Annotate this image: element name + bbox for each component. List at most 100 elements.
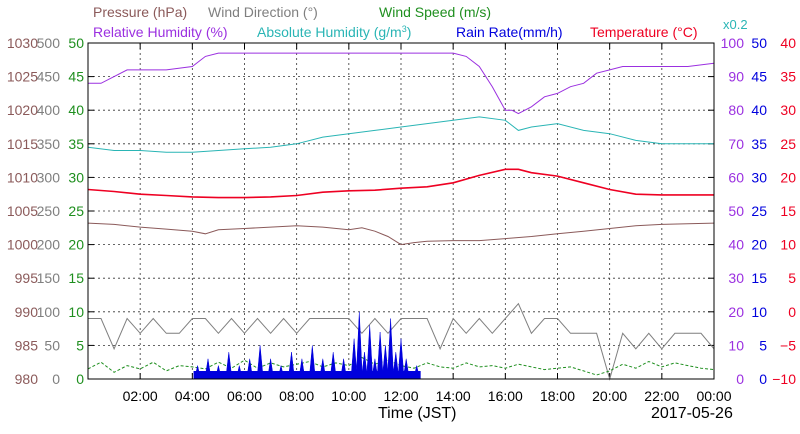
y-tick-label-wind-speed: 45 [68, 69, 84, 85]
y-tick-label-wind-direction: 100 [37, 304, 61, 320]
x-tick-label: 22:00 [644, 388, 679, 404]
y-tick-label-temperature: 30 [780, 102, 796, 118]
x-tick-label: 00:00 [696, 388, 731, 404]
x-axis: 02:00 04:00 06:00 08:00 10:00 12:00 14:00 16:00… [123, 388, 732, 404]
y-tick-label-wind-direction: 150 [37, 270, 61, 286]
y-tick-label-wind-speed: 5 [76, 337, 84, 353]
y-tick-label-relative-humidity: 70 [728, 136, 744, 152]
y-tick-label-rain-rate: 25 [751, 203, 767, 219]
x-tick-label: 16:00 [488, 388, 523, 404]
y-tick-label-temperature: 5 [788, 270, 796, 286]
y-tick-label-relative-humidity: 50 [728, 203, 744, 219]
y-tick-label-wind-speed: 25 [68, 203, 84, 219]
y-tick-label-pressure: 1000 [7, 237, 38, 253]
y-tick-label-pressure: 1005 [7, 203, 38, 219]
legend-pressure: Pressure (hPa) [93, 4, 187, 20]
y-tick-label-relative-humidity: 80 [728, 102, 744, 118]
y-tick-label-temperature: 15 [780, 203, 796, 219]
y-tick-label-pressure: 1030 [7, 35, 38, 51]
y-tick-label-rain-rate: 35 [751, 136, 767, 152]
series-rain-rate-mm-h-base [193, 371, 421, 379]
legend-relative-humidity: Relative Humidity (%) [93, 24, 228, 40]
y-tick-label-temperature: 35 [780, 69, 796, 85]
right-axes: 0102030405060708090100051015202530354045… [721, 35, 797, 387]
legend-wind-speed: Wind Speed (m/s) [379, 4, 491, 20]
y-tick-label-wind-direction: 350 [37, 136, 61, 152]
y-tick-label-pressure: 1020 [7, 102, 38, 118]
x-tick-label: 04:00 [175, 388, 210, 404]
series-relative-humidity [88, 52, 715, 115]
y-tick-label-wind-speed: 0 [76, 371, 84, 387]
plot-frame [87, 42, 715, 380]
y-tick-label-wind-speed: 30 [68, 169, 84, 185]
y-tick-label-rain-rate: 20 [751, 237, 767, 253]
y-tick-label-pressure: 1010 [7, 169, 38, 185]
scale-note: x0.2 [723, 17, 748, 32]
y-tick-label-rain-rate: 45 [751, 69, 767, 85]
legend-absolute-humidity: Absolute Humidity (g/m3) [257, 24, 411, 40]
y-tick-label-temperature: −5 [780, 337, 796, 353]
y-tick-label-relative-humidity: 10 [728, 337, 744, 353]
x-tick-label: 12:00 [383, 388, 418, 404]
series-layer [87, 52, 715, 381]
y-tick-label-temperature: 20 [780, 169, 796, 185]
grid [88, 43, 714, 379]
y-tick-label-wind-speed: 35 [68, 136, 84, 152]
y-tick-label-rain-rate: 50 [751, 35, 767, 51]
left-axes: 9809859909951000100510101015102010251030… [7, 35, 84, 387]
legend-rain-rate: Rain Rate(mm/h) [456, 24, 563, 40]
y-tick-label-wind-direction: 400 [37, 102, 61, 118]
x-tick-label: 02:00 [123, 388, 158, 404]
y-tick-label-wind-direction: 250 [37, 203, 61, 219]
y-tick-label-temperature: 0 [788, 304, 796, 320]
y-tick-label-pressure: 1025 [7, 69, 38, 85]
legend-absolute-humidity-suffix: ) [407, 24, 412, 40]
series-temperature-c [87, 168, 714, 199]
x-axis-label: Time (JST) [378, 405, 457, 422]
y-tick-label-wind-direction: 450 [37, 69, 61, 85]
y-tick-label-wind-speed: 10 [68, 304, 84, 320]
y-tick-label-relative-humidity: 100 [721, 35, 745, 51]
y-tick-label-wind-direction: 500 [37, 35, 61, 51]
y-tick-label-rain-rate: 0 [759, 371, 767, 387]
y-tick-label-wind-speed: 20 [68, 237, 84, 253]
date-label: 2017-05-26 [651, 405, 733, 422]
y-tick-label-relative-humidity: 90 [728, 69, 744, 85]
y-tick-label-relative-humidity: 40 [728, 237, 744, 253]
y-tick-label-temperature: 40 [780, 35, 796, 51]
legend-absolute-humidity-sup: 3 [402, 24, 407, 34]
y-tick-label-relative-humidity: 60 [728, 169, 744, 185]
y-tick-label-pressure: 990 [15, 304, 39, 320]
x-tick-label: 06:00 [227, 388, 262, 404]
x-tick-label: 14:00 [436, 388, 471, 404]
legend-temperature: Temperature (°C) [590, 24, 698, 40]
y-tick-label-rain-rate: 15 [751, 270, 767, 286]
legend-wind-direction: Wind Direction (°) [208, 4, 318, 20]
y-tick-label-wind-speed: 40 [68, 102, 84, 118]
y-tick-label-relative-humidity: 20 [728, 304, 744, 320]
x-tick-label: 18:00 [540, 388, 575, 404]
y-tick-label-wind-direction: 50 [44, 337, 60, 353]
x-tick-label: 08:00 [279, 388, 314, 404]
y-tick-label-pressure: 985 [15, 337, 39, 353]
y-tick-label-wind-speed: 50 [68, 35, 84, 51]
y-tick-label-pressure: 1015 [7, 136, 38, 152]
x-tick-label: 10:00 [331, 388, 366, 404]
y-tick-label-wind-direction: 0 [52, 371, 60, 387]
y-tick-label-temperature: 25 [780, 136, 796, 152]
y-tick-label-wind-speed: 15 [68, 270, 84, 286]
y-tick-label-pressure: 980 [15, 371, 39, 387]
series-pressure-hpa [87, 222, 715, 246]
y-tick-label-rain-rate: 30 [751, 169, 767, 185]
y-tick-label-rain-rate: 5 [759, 337, 767, 353]
series-absolute-humidity-g-m [87, 116, 714, 153]
y-tick-label-wind-direction: 300 [37, 169, 61, 185]
y-tick-label-temperature: −10 [772, 371, 796, 387]
y-tick-label-pressure: 995 [15, 270, 39, 286]
y-tick-label-relative-humidity: 30 [728, 270, 744, 286]
y-tick-label-rain-rate: 40 [751, 102, 767, 118]
y-tick-label-wind-direction: 200 [37, 237, 61, 253]
x-tick-label: 20:00 [592, 388, 627, 404]
y-tick-label-relative-humidity: 0 [736, 371, 744, 387]
